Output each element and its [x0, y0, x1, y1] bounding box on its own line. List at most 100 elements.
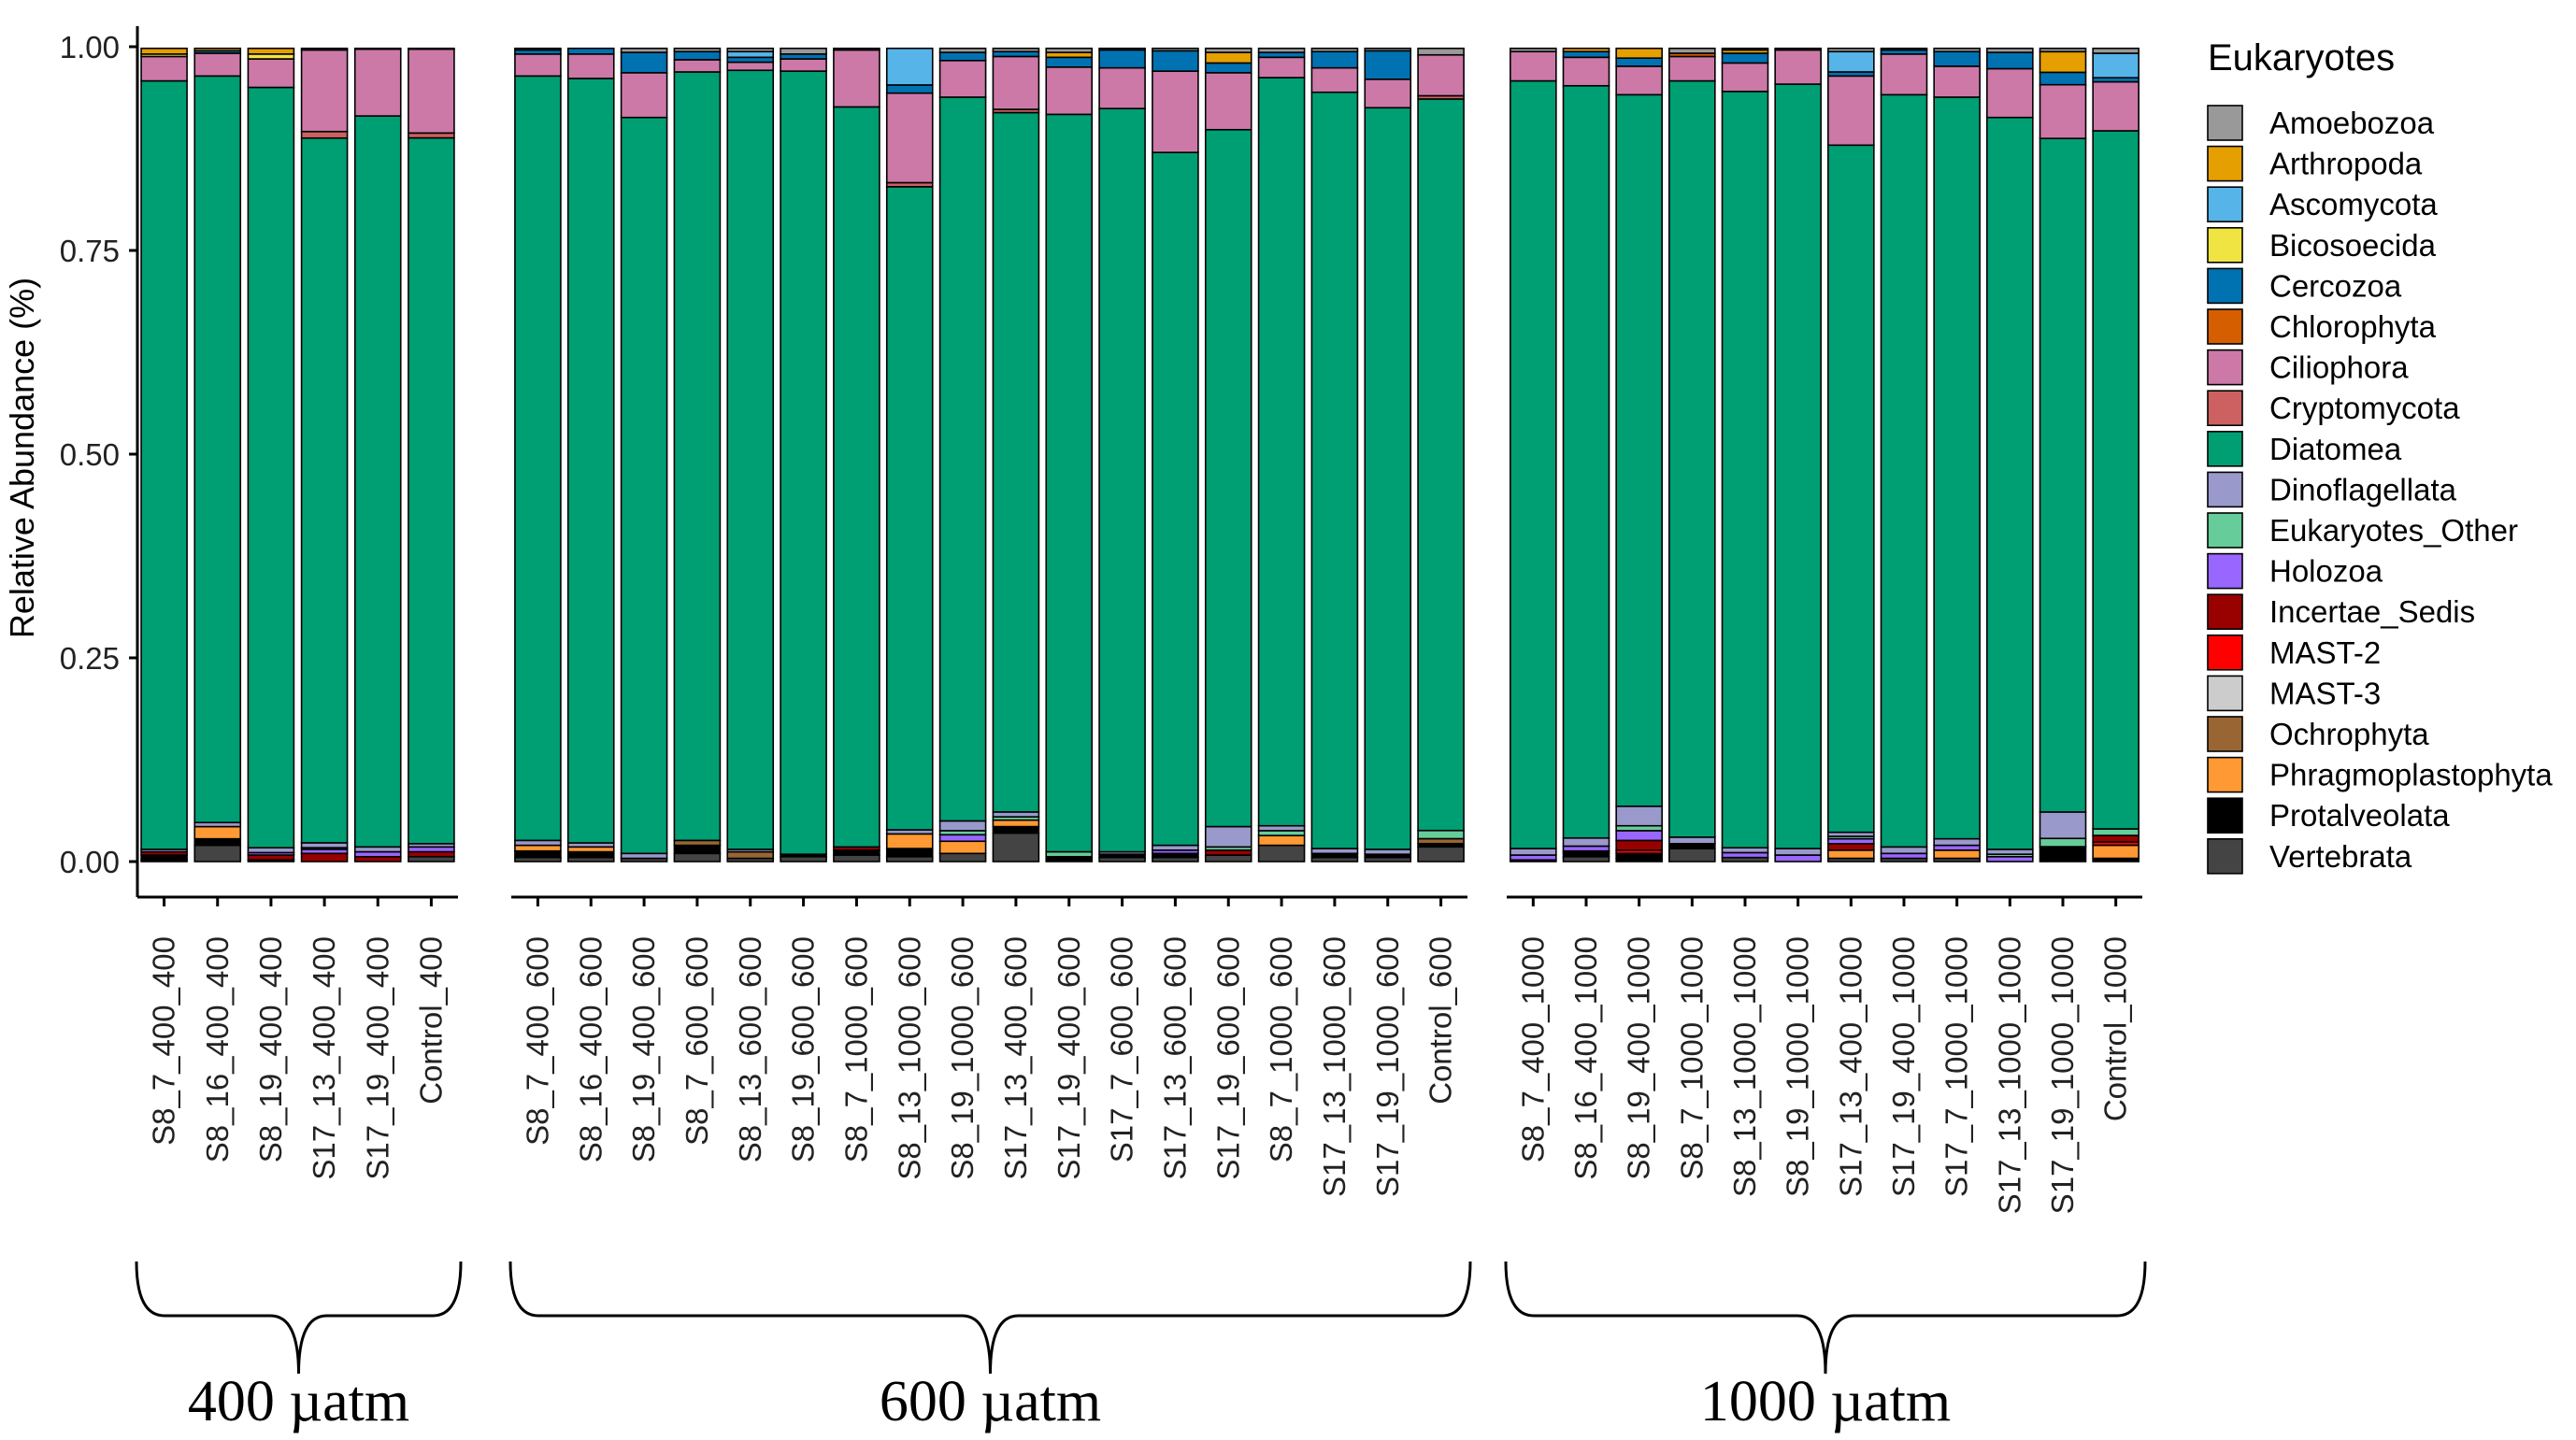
segment-amoebozoa	[2092, 47, 2140, 54]
x-tick-label: Control_1000	[2098, 936, 2133, 1121]
x-tick-label: S8_7_400_400	[147, 936, 181, 1146]
segment-incertae-sedis	[1615, 839, 1663, 851]
segment-diatomea	[1417, 98, 1465, 832]
segment-ciliophora	[1827, 75, 1875, 147]
segment-incertae-sedis	[300, 852, 349, 863]
segment-ciliophora	[726, 61, 775, 72]
bar-S17_13_1000_600	[1310, 47, 1359, 863]
segment-amoebozoa	[938, 47, 987, 53]
segment-diatomea	[1774, 83, 1822, 849]
segment-diatomea	[2039, 137, 2087, 813]
segment-ciliophora	[673, 59, 722, 73]
segment-diatomea	[833, 106, 880, 848]
segment-amoebozoa	[1668, 47, 1716, 54]
segment-arthropoda	[1204, 51, 1252, 64]
legend-label: Ascomycota	[2269, 187, 2438, 221]
segment-cryptomycota	[300, 130, 349, 139]
segment-vertebrata	[992, 832, 1040, 863]
legend-swatch	[2207, 430, 2243, 467]
legend-label: Phragmoplastophyta	[2269, 758, 2553, 792]
legend-label: Incertae_Sedis	[2269, 594, 2475, 629]
y-tick-label: 0.00	[60, 845, 120, 879]
segment-ciliophora	[140, 55, 188, 82]
segment-amoebozoa	[1364, 47, 1412, 52]
segment-ciliophora	[408, 48, 455, 135]
segment-cercozoa	[885, 84, 934, 94]
x-tick-label: S8_7_1000_600	[1264, 936, 1298, 1162]
segment-protalveolata	[193, 837, 242, 847]
segment-diatomea	[566, 78, 615, 844]
legend-swatch	[2207, 267, 2243, 305]
segment-amoebozoa	[1098, 47, 1146, 51]
segment-cercozoa	[1098, 49, 1146, 69]
segment-amoebozoa	[992, 47, 1040, 53]
segment-ciliophora	[353, 48, 402, 117]
segment-diatomea	[514, 75, 562, 842]
legend-label: Dinoflagellata	[2269, 472, 2457, 506]
legend-label: Cercozoa	[2269, 268, 2402, 303]
segment-cercozoa	[620, 51, 668, 74]
segment-vertebrata	[193, 844, 242, 863]
segment-dinoflagellata	[1880, 846, 1928, 855]
segment-protalveolata	[514, 849, 562, 859]
segment-ciliophora	[833, 49, 880, 108]
legend-item-chlorophyta: Chlorophyta	[2207, 308, 2437, 345]
segment-phragmoplastophyta	[992, 819, 1040, 828]
x-tick-label: S17_19_1000_1000	[2045, 936, 2080, 1214]
segment-diatomea	[353, 115, 402, 848]
segment-cercozoa	[1310, 50, 1359, 69]
segment-ciliophora	[1310, 66, 1359, 93]
segment-diatomea	[193, 75, 242, 824]
segment-holozoa	[1615, 830, 1663, 842]
x-axes	[137, 895, 2142, 906]
segment-ascomycota	[1827, 50, 1875, 73]
legend-label: Cryptomycota	[2269, 391, 2460, 425]
x-tick-label: S17_19_400_1000	[1886, 936, 1921, 1197]
legend-swatch	[2207, 552, 2243, 590]
legend-item-cryptomycota: Cryptomycota	[2207, 390, 2460, 427]
segment-ascomycota	[726, 50, 775, 59]
segment-ciliophora	[1098, 66, 1146, 109]
legend-item-mast-3: MAST-3	[2207, 675, 2381, 712]
bar-S8_7_400_1000	[1510, 47, 1557, 863]
legend-swatch	[2207, 634, 2243, 671]
segment-amoebozoa	[1880, 47, 1928, 51]
segment-ciliophora	[1880, 53, 1928, 96]
legend-swatch	[2207, 145, 2243, 182]
segment-diatomea	[1933, 96, 1981, 840]
x-tick-label: S8_19_400_400	[253, 936, 288, 1162]
segment-diatomea	[780, 70, 827, 855]
segment-arthropoda	[247, 47, 295, 55]
x-tick-label: S17_13_600_600	[1157, 936, 1192, 1180]
segment-amoebozoa	[1152, 47, 1199, 52]
segment-ciliophora	[1721, 62, 1769, 93]
segment-ciliophora	[300, 49, 349, 133]
x-tick-label: S8_7_400_600	[520, 936, 554, 1146]
legend-item-ciliophora: Ciliophora	[2207, 349, 2409, 386]
segment-diatomea	[620, 116, 668, 855]
x-tick-label: S8_19_400_600	[626, 936, 661, 1162]
x-tick-label: S17_7_600_600	[1105, 936, 1139, 1162]
segment-phragmoplastophyta	[885, 833, 934, 849]
segment-ciliophora	[1364, 78, 1412, 109]
segment-diatomea	[1098, 107, 1146, 853]
segment-amoebozoa	[1827, 47, 1875, 53]
segment-ciliophora	[1204, 72, 1252, 131]
bar-S8_19_400_1000	[1615, 47, 1663, 863]
segment-phragmoplastophyta	[1827, 849, 1875, 860]
legend-swatch	[2207, 186, 2243, 222]
segment-vertebrata	[1668, 848, 1716, 863]
segment-amoebozoa	[620, 47, 668, 53]
segment-diatomea	[1880, 93, 1928, 848]
segment-phragmoplastophyta	[1933, 849, 1981, 860]
segment-amoebozoa	[1045, 47, 1094, 53]
segment-dinoflagellata	[1774, 848, 1822, 856]
segment-cercozoa	[1204, 62, 1252, 74]
segment-diatomea	[1152, 151, 1199, 847]
bar-S8_7_1000_600	[833, 47, 880, 863]
segment-cercozoa	[1721, 52, 1769, 64]
segment-eukaryotes-other	[2039, 837, 2087, 848]
x-tick-label: S8_19_1000_600	[945, 936, 980, 1180]
legend-item-cercozoa: Cercozoa	[2207, 267, 2402, 305]
